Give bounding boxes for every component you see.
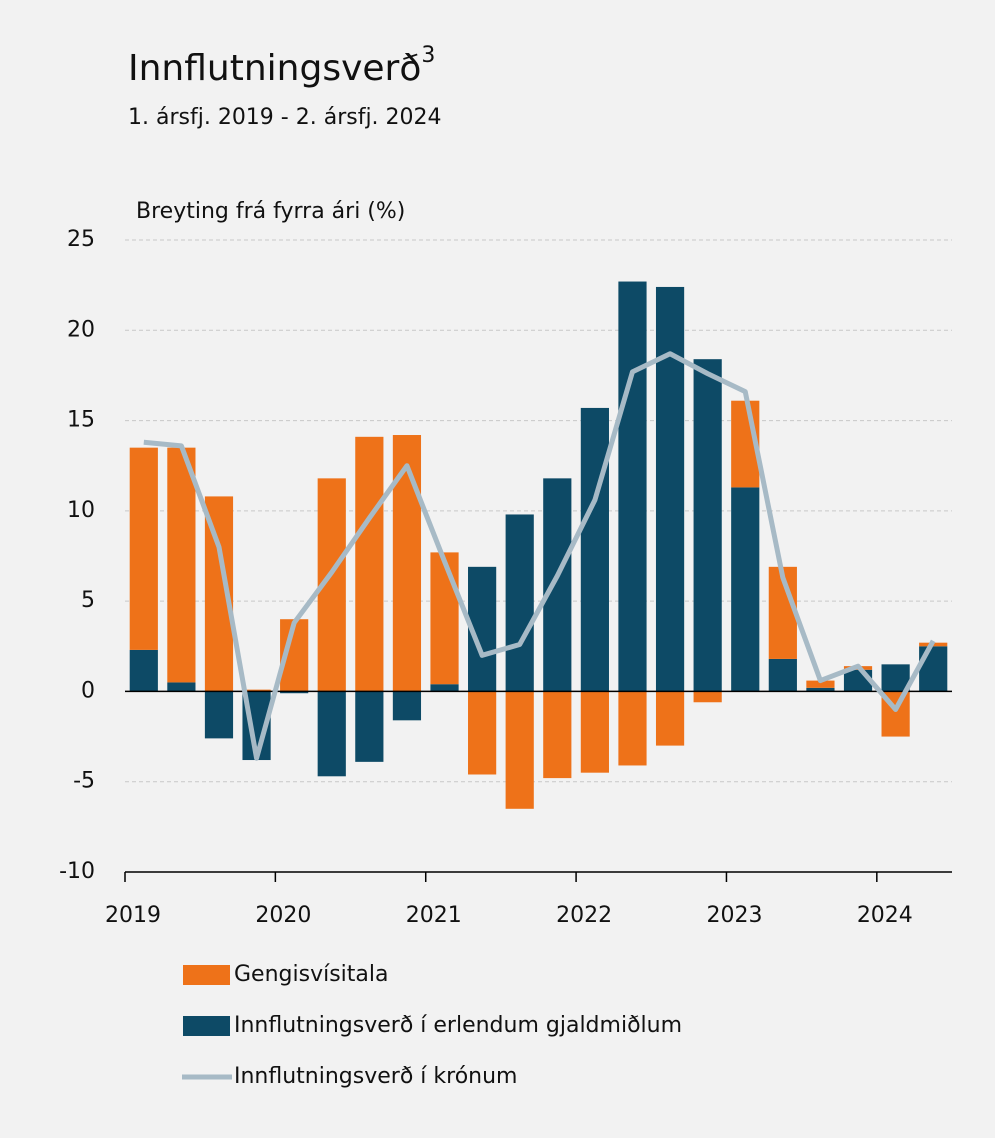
bar [543,691,572,779]
legend-label: Gengisvísitala [234,962,388,987]
chart-title: Innflutningsverð3 [128,43,435,89]
x-tick-label: 2020 [255,903,311,928]
bar [731,487,760,692]
bar [430,684,459,692]
line [143,351,936,761]
bar [392,435,422,692]
y-tick-label: -10 [59,859,95,884]
bar [580,691,609,773]
bar [543,478,572,692]
bar [129,649,158,692]
bar [655,691,685,746]
bar [392,691,422,721]
legend-label: Innflutningsverð í krónum [234,1064,517,1089]
bar [618,281,647,692]
y-tick-label: 5 [81,588,95,613]
title-superscript: 3 [421,43,435,68]
bar [430,552,459,685]
bar [919,646,948,692]
y-tick-label: -5 [73,769,95,794]
bar [806,687,835,692]
y-tick-label: 20 [67,317,95,342]
chart-subtitle: 1. ársfj. 2019 - 2. ársfj. 2024 [128,105,442,130]
bar [355,691,384,762]
bar [204,691,234,739]
x-tick-label: 2021 [406,903,462,928]
bar [505,691,534,809]
bar [768,658,797,692]
bar [242,689,271,692]
bar [881,664,910,692]
y-axis-label: Breyting frá fyrra ári (%) [136,199,405,224]
bar [317,691,346,777]
bar [806,680,835,688]
bar [468,691,497,775]
bar [167,447,196,683]
bar [693,359,722,692]
bar [280,691,309,694]
x-tick-label: 2024 [857,903,913,928]
y-tick-label: 0 [81,678,95,703]
y-tick-label: 25 [67,227,95,252]
x-tick-label: 2023 [706,903,762,928]
bar [693,691,722,703]
y-tick-label: 10 [67,498,95,523]
bar [655,286,685,692]
bar [355,436,384,692]
title-text: Innflutningsverð [128,48,421,89]
legend-swatch [183,1016,230,1036]
bar [505,514,534,692]
y-tick-label: 15 [67,408,95,433]
legend-label: Innflutningsverð í erlendum gjaldmiðlum [234,1013,682,1038]
bar [618,691,647,766]
x-tick-label: 2019 [105,903,161,928]
bar [129,447,158,650]
bar [580,407,609,692]
legend-swatch [183,965,230,985]
bar [167,682,196,692]
x-tick-label: 2022 [556,903,612,928]
